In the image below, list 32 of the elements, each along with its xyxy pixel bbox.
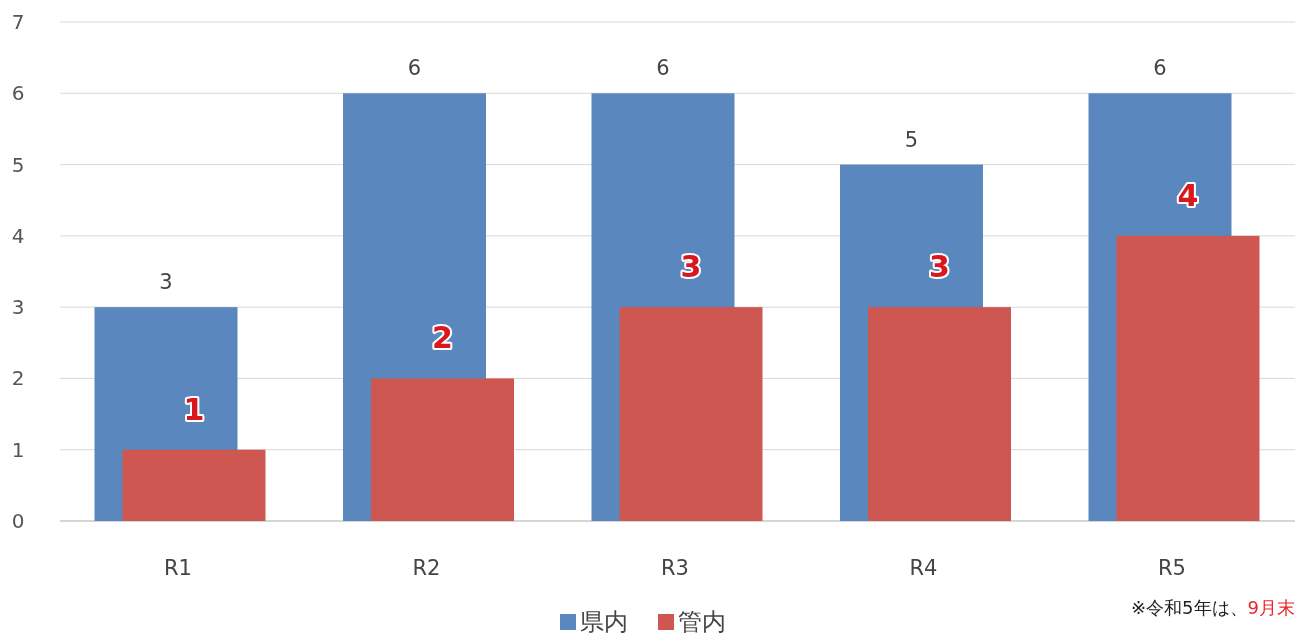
y-tick-label: 1 — [11, 437, 25, 462]
bar — [619, 307, 763, 521]
y-tick-label: 3 — [11, 295, 25, 320]
bar — [868, 307, 1011, 521]
y-tick-label: 5 — [11, 152, 25, 177]
legend-label: 県内 — [580, 608, 628, 636]
bar — [371, 378, 514, 521]
bar — [1116, 235, 1260, 521]
y-tick-label: 6 — [11, 81, 25, 106]
x-tick-label: R2 — [412, 556, 441, 580]
data-label: 3 — [159, 270, 173, 295]
data-label: 6 — [407, 56, 422, 81]
data-label: 2 — [432, 320, 453, 356]
y-tick-label: 7 — [11, 10, 25, 34]
x-tick-label: R4 — [909, 556, 938, 580]
data-label: 5 — [904, 127, 919, 152]
data-label: 4 — [1177, 177, 1199, 213]
y-tick-label: 2 — [11, 366, 25, 391]
data-label: 6 — [1153, 56, 1167, 81]
text: 9月末 — [1247, 597, 1295, 618]
data-label: 3 — [929, 249, 950, 285]
legend-label: 管内 — [678, 608, 726, 636]
x-tick-label: R1 — [164, 556, 192, 580]
x-tick-label: R5 — [1158, 556, 1186, 580]
text: ※令和5年は、 — [1131, 597, 1248, 618]
data-label: 6 — [656, 56, 670, 81]
x-tick-label: R3 — [661, 556, 689, 580]
y-tick-label: 4 — [11, 223, 25, 248]
data-label: 3 — [680, 249, 702, 285]
data-label: 1 — [183, 391, 205, 427]
y-tick-label: 0 — [11, 509, 25, 533]
bar — [122, 449, 266, 521]
